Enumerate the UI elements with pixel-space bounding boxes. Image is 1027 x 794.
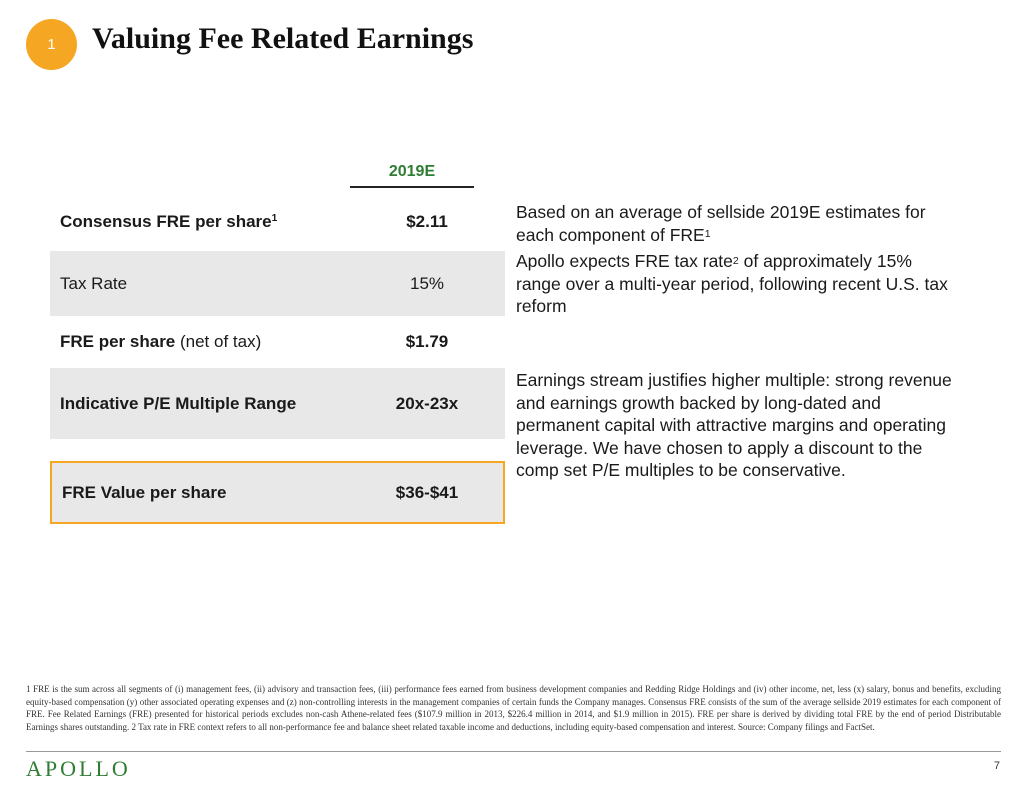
column-header-2019e: 2019E [388, 163, 436, 180]
row-label: FRE Value per share [62, 482, 227, 502]
footer-divider [26, 751, 1001, 752]
note-tax-rate: Apollo expects FRE tax rate2 of approxim… [516, 251, 948, 316]
row-value: 15% [409, 273, 445, 293]
column-header-rule [350, 186, 474, 188]
section-number-badge: 1 [26, 19, 77, 70]
row-label: Consensus FRE per share 1 [60, 212, 278, 231]
row-label: Tax Rate [60, 273, 128, 293]
row-value: $36-$41 [395, 482, 459, 502]
table-row-tax-rate: Tax Rate 15% [50, 251, 505, 316]
row-value: $2.11 [406, 212, 448, 231]
table-row-consensus-fre: Consensus FRE per share 1 $2.11 [50, 193, 505, 251]
note-consensus-basis: Based on an average of sellside 2019E es… [516, 202, 926, 245]
page-number: 7 [993, 760, 1000, 772]
row-label: FRE per share (net of tax) [60, 332, 262, 351]
page-title: Valuing Fee Related Earnings [92, 22, 474, 55]
note-multiple-justification: Earnings stream justifies higher multipl… [516, 370, 952, 480]
apollo-logo: APOLLO [26, 756, 131, 781]
row-value: 20x-23x [395, 393, 459, 413]
row-label: Indicative P/E Multiple Range [60, 393, 297, 413]
row-value: $1.79 [405, 332, 449, 351]
table-row-pe-multiple: Indicative P/E Multiple Range 20x-23x [50, 368, 505, 439]
table-row-fre-value: FRE Value per share $36-$41 [50, 461, 505, 524]
footnote: 1 FRE is the sum across all segments of … [26, 684, 1001, 732]
table-row-fre-net-of-tax: FRE per share (net of tax) $1.79 [50, 316, 505, 368]
